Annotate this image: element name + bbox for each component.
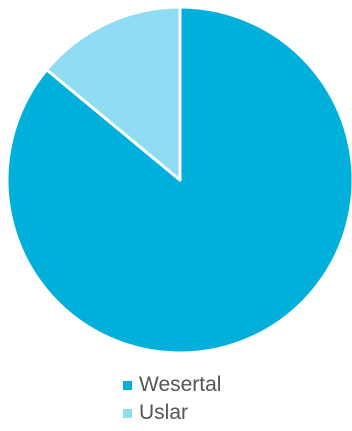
pie-slice-uslar: [45, 5, 182, 182]
legend-label-uslar: Uslar: [139, 401, 189, 424]
legend-swatch-uslar: [123, 408, 132, 418]
legend-item-wesertal: Wesertal: [123, 371, 221, 399]
legend-item-uslar: Uslar: [123, 399, 221, 427]
pie-slices: [5, 5, 352, 355]
pie-plot-area: [5, 5, 352, 355]
legend: Wesertal Uslar: [123, 371, 221, 427]
legend-swatch-wesertal: [123, 380, 132, 390]
legend-label-wesertal: Wesertal: [139, 373, 222, 396]
